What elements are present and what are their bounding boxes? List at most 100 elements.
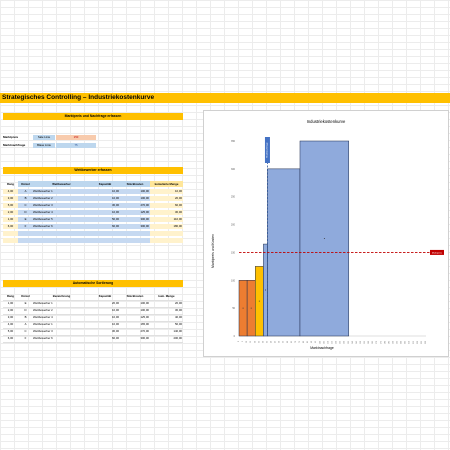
- row-divider: [3, 321, 183, 322]
- table-cell: A: [18, 189, 33, 194]
- empty-cell[interactable]: [150, 238, 183, 243]
- x-tick-label: 85: [307, 341, 309, 343]
- table-cell: 60,00: [112, 336, 119, 340]
- table-cell[interactable]: 100,00: [120, 196, 150, 201]
- x-tick-label: 0: [238, 341, 240, 342]
- table-cell: 10,00: [112, 315, 119, 319]
- empty-cell[interactable]: [18, 231, 33, 236]
- x-tick-label: 75: [299, 341, 301, 343]
- table-cell: E: [24, 301, 27, 305]
- empty-cell[interactable]: [3, 231, 18, 236]
- table-cell[interactable]: 300,00: [120, 217, 150, 222]
- empty-cell[interactable]: [3, 238, 18, 243]
- row-divider: [3, 307, 183, 308]
- empty-cell[interactable]: [18, 238, 33, 243]
- table-cell[interactable]: Wettbewerber 6: [33, 224, 90, 229]
- table-cell: Wettbewerber 4: [33, 315, 53, 319]
- x-axis-label: Marktnachfrage: [310, 346, 334, 350]
- x-tick-label: 90: [311, 341, 313, 343]
- table-cell: 270,00: [140, 329, 149, 333]
- empty-cell[interactable]: [120, 238, 150, 243]
- table-cell: 4,00: [7, 322, 14, 326]
- section-header-market: Marktpreis und Nachfrage erfassen: [3, 113, 183, 120]
- column-header: Rang: [7, 182, 14, 186]
- x-tick-label: 70: [295, 341, 297, 343]
- empty-cell[interactable]: [33, 231, 90, 236]
- table-cell: 60,00: [150, 203, 183, 208]
- table-cell: 20,00: [150, 196, 183, 201]
- y-tick-label: 150: [231, 251, 236, 254]
- empty-cell[interactable]: [90, 231, 120, 236]
- table-cell: Wettbewerber 3: [33, 329, 53, 333]
- table-cell[interactable]: 50,00: [90, 217, 120, 222]
- table-cell[interactable]: Wettbewerber 4: [33, 210, 90, 215]
- table-cell[interactable]: 270,00: [120, 203, 150, 208]
- table-cell: 5,00: [7, 329, 14, 333]
- x-tick-label: 170: [376, 341, 378, 344]
- row-divider: [3, 342, 183, 343]
- table-cell: 125,00: [140, 315, 149, 319]
- chart-title: Industriekostenkurve: [307, 119, 346, 124]
- y-tick-label: 250: [231, 196, 236, 199]
- table-cell: 2,00: [3, 210, 18, 215]
- x-tick-label: 130: [344, 341, 346, 344]
- table-cell: D: [24, 308, 27, 312]
- table-cell[interactable]: 100,00: [120, 189, 150, 194]
- x-tick-label: 230: [425, 341, 427, 344]
- x-tick-label: 200: [401, 341, 403, 344]
- chart-svg: Industriekostenkurve Marktnachfrage Mark…: [211, 119, 444, 350]
- table-cell[interactable]: Wettbewerber 5: [33, 217, 90, 222]
- table-cell[interactable]: 10,00: [90, 189, 120, 194]
- market-price-tag: [430, 249, 444, 255]
- table-cell[interactable]: 30,00: [90, 203, 120, 208]
- table-cell[interactable]: 60,00: [90, 224, 120, 229]
- x-tick-label: 140: [352, 341, 354, 344]
- table-cell[interactable]: Wettbewerber 2: [33, 196, 90, 201]
- industry-cost-curve-chart[interactable]: Industriekostenkurve Marktnachfrage Mark…: [203, 110, 449, 357]
- x-tick-label: 150: [360, 341, 362, 344]
- table-cell: 2,00: [7, 308, 14, 312]
- x-tick-label: 175: [380, 341, 382, 344]
- table-cell: 1,00: [3, 217, 18, 222]
- table-cell[interactable]: Wettbewerber 1: [33, 189, 90, 194]
- x-tick-label: 95: [315, 341, 317, 343]
- table-cell: B: [24, 315, 27, 319]
- y-tick-label: 350: [231, 140, 236, 143]
- table-cell: A: [24, 322, 27, 326]
- column-header: Stückkosten: [120, 181, 150, 187]
- y-tick-label: 50: [232, 307, 235, 310]
- table-cell[interactable]: 300,00: [120, 224, 150, 229]
- x-tick-label: 180: [384, 341, 386, 344]
- empty-cell[interactable]: [150, 231, 183, 236]
- market-price-input[interactable]: 150: [56, 135, 96, 140]
- x-tick-label: 125: [340, 341, 342, 344]
- table-cell[interactable]: 10,00: [90, 196, 120, 201]
- x-tick-label: 60: [287, 341, 289, 343]
- x-tick-label: 20: [254, 341, 256, 343]
- bar-marker: [323, 238, 325, 239]
- table-cell: 50,00: [175, 322, 182, 326]
- y-tick-label: 100: [231, 279, 236, 282]
- table-cell: 10,00: [112, 322, 119, 326]
- x-tick-label: 25: [258, 341, 260, 343]
- x-tick-label: 80: [303, 341, 305, 343]
- table-cell[interactable]: 125,00: [120, 210, 150, 215]
- table-cell[interactable]: Wettbewerber 3: [33, 203, 90, 208]
- table-cell: 30,00: [112, 329, 119, 333]
- market-demand-input[interactable]: 75: [56, 143, 96, 148]
- x-tick-label: 100: [319, 341, 321, 344]
- x-tick-label: 15: [250, 341, 252, 343]
- market-demand-label: Marktnachfrage: [3, 143, 26, 147]
- empty-cell[interactable]: [33, 238, 90, 243]
- x-tick-label: 45: [275, 341, 277, 343]
- table-cell: C: [18, 203, 33, 208]
- table-cell: 100,00: [140, 308, 149, 312]
- empty-cell[interactable]: [90, 238, 120, 243]
- x-tick-label: 65: [291, 341, 293, 343]
- table-cell[interactable]: 10,00: [90, 210, 120, 215]
- x-tick-label: 55: [283, 341, 285, 343]
- empty-cell[interactable]: [120, 231, 150, 236]
- table-cell: 110,00: [150, 217, 183, 222]
- bar-marker: [242, 307, 244, 309]
- x-tick-label: 10: [246, 341, 248, 343]
